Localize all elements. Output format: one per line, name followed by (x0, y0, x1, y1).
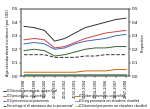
Y-axis label: Proportion: Proportion (140, 33, 144, 52)
Y-axis label: Age-standardized incidence (per 100): Age-standardized incidence (per 100) (6, 9, 10, 76)
Legend: ICD lobar pneumonia, unspecified, ICD org pneumonia not elsewhere classified, IC: ICD lobar pneumonia, unspecified, ICD or… (75, 94, 147, 108)
Legend: ICD bronchopneumonia, unspecified, ICD pneumonia, unspecified, ICD pneumococcal : ICD bronchopneumonia, unspecified, ICD p… (3, 89, 73, 108)
